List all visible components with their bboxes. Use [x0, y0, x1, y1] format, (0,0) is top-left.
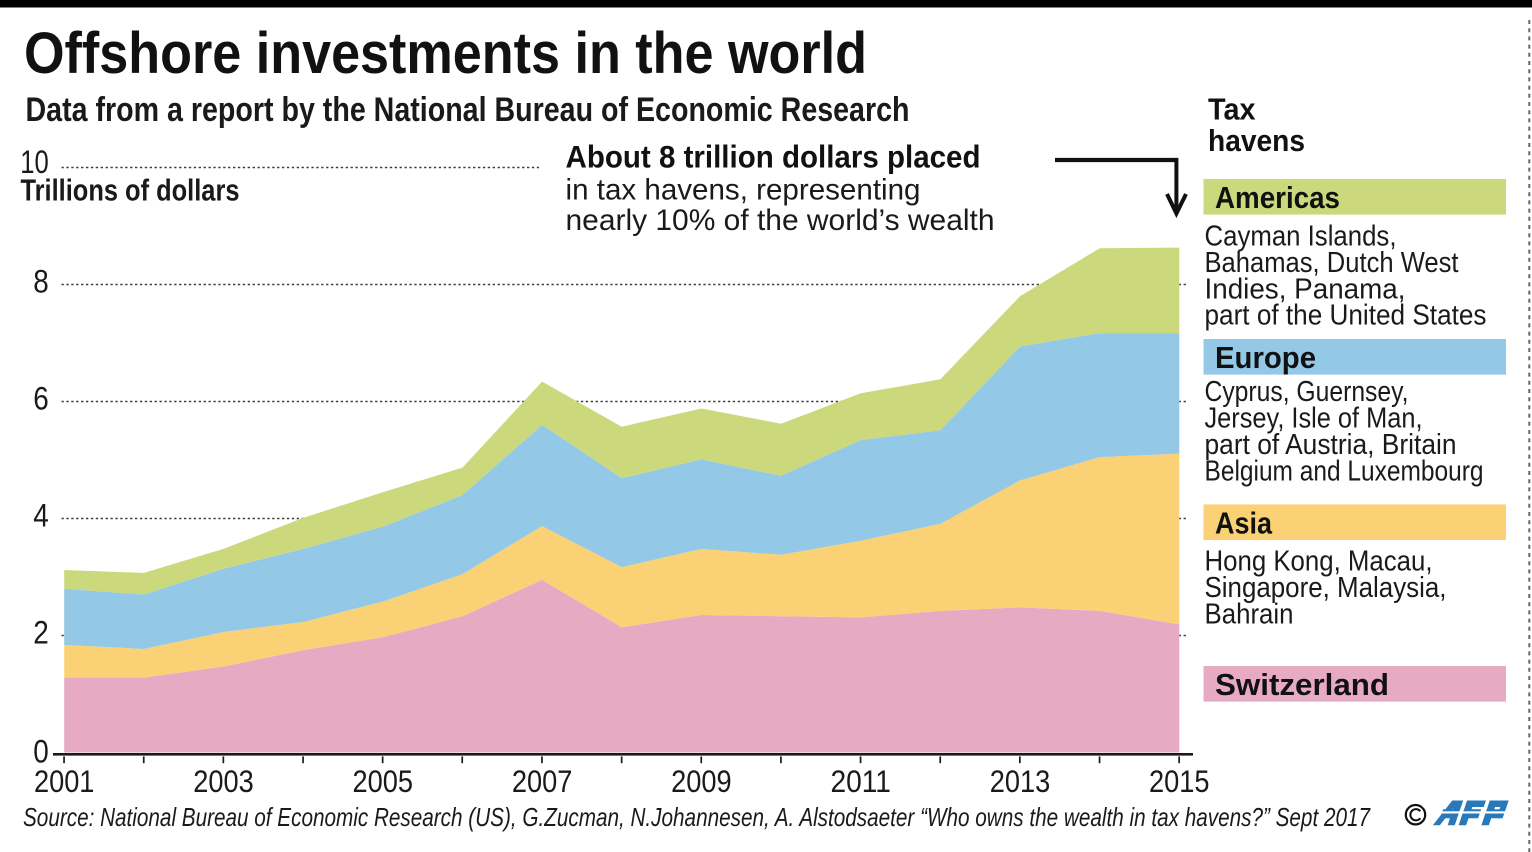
svg-text:8: 8 — [33, 264, 49, 300]
svg-text:2009: 2009 — [671, 763, 732, 799]
svg-text:10: 10 — [20, 144, 49, 180]
svg-text:Trillions of dollars: Trillions of dollars — [21, 173, 240, 207]
svg-text:2007: 2007 — [512, 763, 573, 799]
svg-text:havens: havens — [1208, 123, 1305, 158]
svg-text:nearly 10% of the world’s weal: nearly 10% of the world’s wealth — [566, 204, 995, 237]
svg-text:6: 6 — [33, 381, 49, 417]
svg-text:Hong Kong, Macau,: Hong Kong, Macau, — [1205, 546, 1433, 578]
svg-text:4: 4 — [33, 498, 49, 534]
svg-text:Europe: Europe — [1215, 340, 1316, 375]
svg-text:2013: 2013 — [990, 763, 1051, 799]
svg-text:About 8 trillion dollars place: About 8 trillion dollars placed — [566, 138, 981, 174]
svg-text:Cyprus, Guernsey,: Cyprus, Guernsey, — [1205, 376, 1409, 408]
svg-text:Tax: Tax — [1208, 92, 1256, 127]
svg-text:2011: 2011 — [830, 763, 891, 799]
svg-text:part of Austria, Britain: part of Austria, Britain — [1205, 429, 1457, 461]
svg-text:Source: National Bureau of Eco: Source: National Bureau of Economic Rese… — [23, 802, 1371, 832]
svg-text:Switzerland: Switzerland — [1215, 667, 1389, 702]
svg-text:Bahrain: Bahrain — [1205, 598, 1294, 630]
svg-text:Jersey, Isle of Man,: Jersey, Isle of Man, — [1205, 403, 1423, 435]
svg-text:Data from a report by the Nati: Data from a report by the National Burea… — [26, 91, 910, 129]
svg-text:Bahamas, Dutch West: Bahamas, Dutch West — [1205, 247, 1459, 279]
svg-text:Indies, Panama,: Indies, Panama, — [1205, 273, 1406, 305]
svg-text:2001: 2001 — [34, 763, 95, 799]
svg-text:Singapore, Malaysia,: Singapore, Malaysia, — [1205, 572, 1447, 604]
svg-text:in tax havens, representing: in tax havens, representing — [566, 174, 921, 207]
svg-text:2015: 2015 — [1149, 763, 1210, 799]
svg-text:0: 0 — [33, 734, 49, 770]
svg-text:Asia: Asia — [1215, 505, 1273, 540]
svg-text:Offshore investments in the wo: Offshore investments in the world — [24, 21, 867, 86]
svg-text:2005: 2005 — [353, 763, 414, 799]
svg-text:Belgium and Luxembourg: Belgium and Luxembourg — [1205, 455, 1484, 487]
svg-text:2003: 2003 — [193, 763, 254, 799]
svg-text:Americas: Americas — [1215, 180, 1340, 215]
svg-text:part of the United States: part of the United States — [1205, 300, 1487, 332]
svg-text:Cayman Islands,: Cayman Islands, — [1205, 221, 1397, 253]
svg-text:2: 2 — [33, 615, 49, 651]
